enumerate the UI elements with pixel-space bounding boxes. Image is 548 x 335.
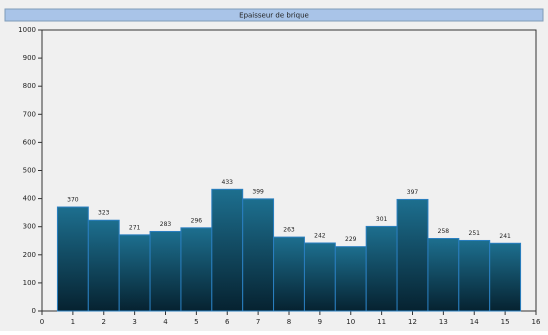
- value-label: 323: [98, 210, 110, 217]
- x-tick-label: 2: [102, 318, 106, 326]
- bar: [118, 234, 151, 312]
- bar: [180, 227, 213, 312]
- bar: [149, 230, 182, 312]
- y-tick-label: 200: [23, 251, 36, 259]
- bar: [489, 242, 522, 312]
- value-label: 397: [407, 189, 419, 196]
- y-tick-label: 0: [32, 307, 36, 315]
- x-tick-label: 10: [346, 318, 355, 326]
- y-tick-label: 1000: [18, 26, 36, 34]
- title-bar: [4, 8, 544, 22]
- bar: [211, 188, 244, 312]
- bar: [87, 219, 120, 312]
- bar: [458, 239, 491, 312]
- value-label: 301: [376, 216, 388, 223]
- y-tick-label: 500: [23, 167, 36, 175]
- bar: [303, 242, 336, 312]
- y-tick-label: 700: [23, 110, 36, 118]
- x-tick-label: 16: [532, 318, 541, 326]
- x-tick-label: 14: [470, 318, 479, 326]
- y-tick-label: 900: [23, 54, 36, 62]
- x-tick-label: 12: [408, 318, 417, 326]
- y-tick-label: 400: [23, 195, 36, 203]
- x-tick-label: 4: [163, 318, 168, 326]
- value-label: 263: [283, 227, 295, 234]
- value-label: 399: [252, 188, 264, 195]
- x-tick-label: 8: [287, 318, 291, 326]
- value-label: 433: [222, 179, 234, 186]
- x-tick-label: 15: [501, 318, 510, 326]
- y-tick-label: 100: [23, 279, 36, 287]
- x-tick-label: 1: [71, 318, 75, 326]
- x-tick-label: 3: [132, 318, 136, 326]
- x-tick-label: 0: [40, 318, 44, 326]
- bar: [242, 198, 275, 312]
- value-label: 271: [129, 224, 141, 231]
- y-tick-label: 600: [23, 138, 36, 146]
- bar: [56, 206, 89, 312]
- value-label: 283: [160, 221, 172, 228]
- value-label: 251: [469, 230, 481, 237]
- bar: [273, 236, 305, 312]
- value-label: 258: [438, 228, 450, 235]
- x-tick-label: 13: [439, 318, 448, 326]
- value-label: 229: [345, 236, 357, 243]
- x-tick-label: 11: [377, 318, 386, 326]
- x-tick-label: 6: [225, 318, 230, 326]
- value-label: 242: [314, 232, 326, 239]
- chart-title: Epaisseur de brique: [239, 12, 309, 20]
- y-tick-label: 300: [23, 223, 36, 231]
- value-label: 241: [499, 233, 511, 240]
- bar: [365, 225, 398, 312]
- bar: [396, 198, 429, 312]
- x-tick-label: 9: [318, 318, 322, 326]
- value-label: 296: [191, 217, 203, 224]
- x-tick-label: 5: [194, 318, 198, 326]
- bar: [334, 246, 367, 312]
- bar: [427, 238, 460, 312]
- x-tick-label: 7: [256, 318, 260, 326]
- y-tick-label: 800: [23, 82, 36, 90]
- value-label: 370: [67, 197, 79, 204]
